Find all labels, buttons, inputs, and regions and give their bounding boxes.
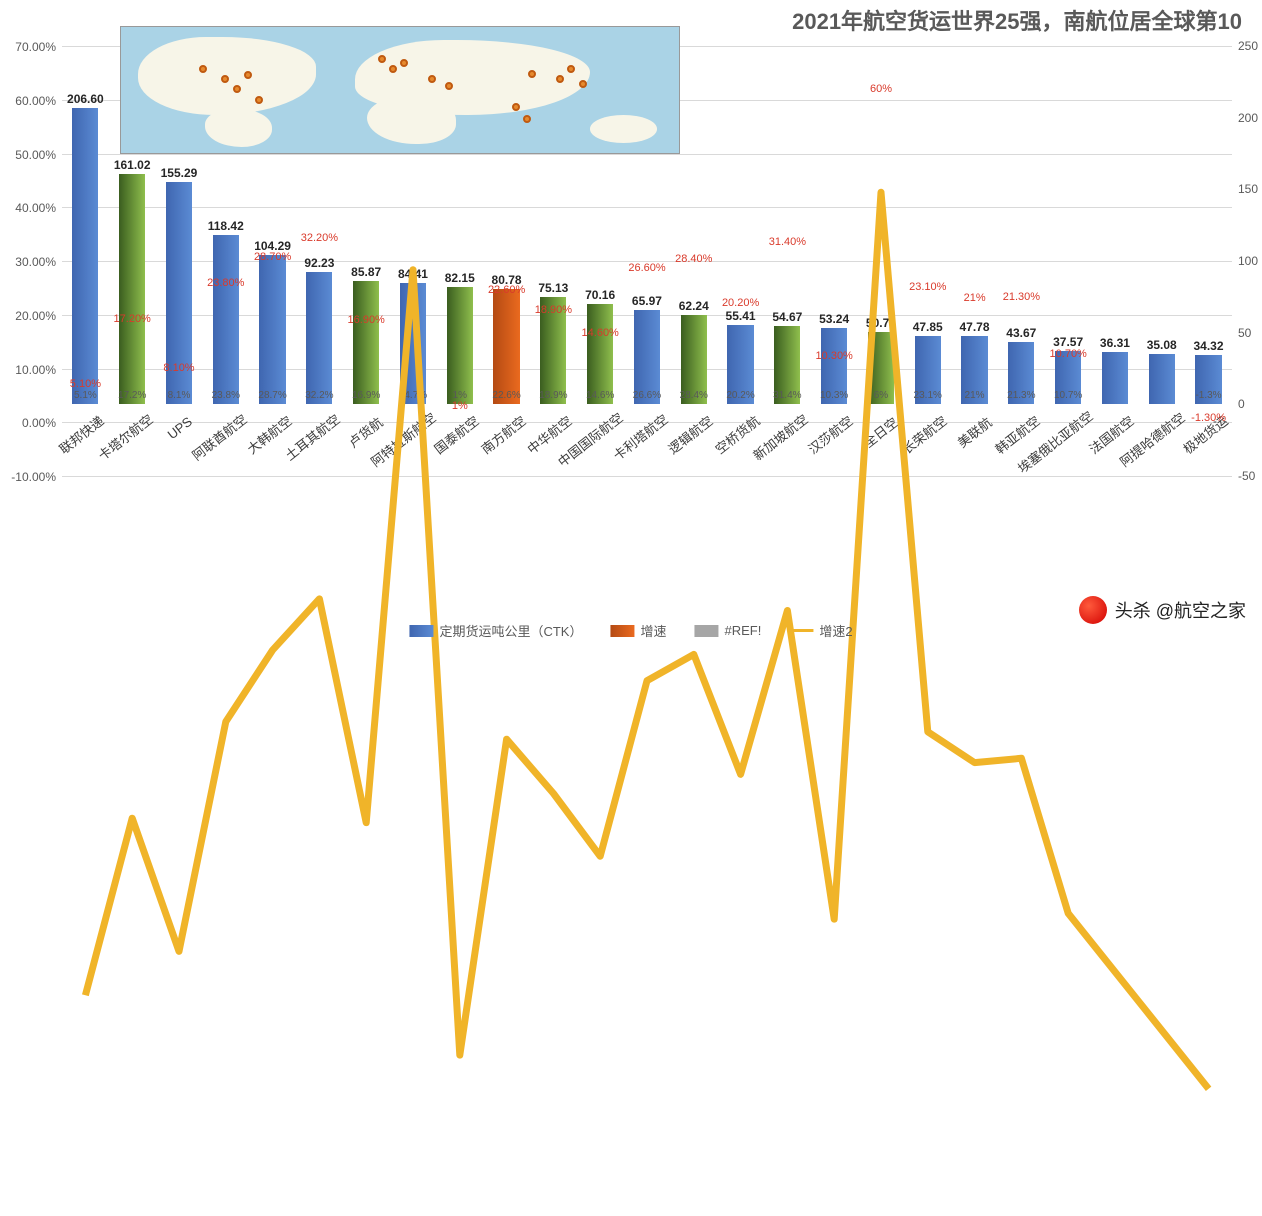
legend-label: 定期货运吨公里（CTK）: [439, 621, 582, 640]
growth-pct-label: 17.20%: [114, 313, 151, 325]
inset-world-map: [120, 26, 680, 154]
growth-pct-label: 22.60%: [488, 284, 525, 296]
growth-pct-label: 20.20%: [722, 297, 759, 309]
growth-pct-label: 23.80%: [207, 278, 244, 290]
growth-pct-label: 60%: [870, 83, 892, 95]
growth-pct-label: 21.30%: [1003, 291, 1040, 303]
legend-label: 增速2: [819, 621, 852, 640]
growth-pct-label: 23.10%: [909, 281, 946, 293]
y-left-tick: 70.00%: [15, 40, 56, 54]
growth-pct-label: 31.40%: [769, 237, 806, 249]
growth-pct-label: 1%: [452, 400, 468, 412]
y-right-tick: -50: [1238, 469, 1255, 483]
growth-pct-label: 32.20%: [301, 232, 338, 244]
legend-swatch: [694, 625, 718, 637]
growth-pct-label: 21%: [964, 293, 986, 305]
legend-label: 增速: [640, 621, 666, 640]
legend-item: #REF!: [694, 623, 761, 638]
footer-icon: [1079, 596, 1107, 624]
growth-pct-label: -1.30%: [1191, 412, 1226, 424]
growth-pct-label: 10.70%: [1050, 348, 1087, 360]
y-left-tick: 40.00%: [15, 201, 56, 215]
y-right-tick: 150: [1238, 182, 1258, 196]
y-left-tick: 0.00%: [22, 416, 56, 430]
growth-pct-label: 10.30%: [816, 350, 853, 362]
y-right-tick: 0: [1238, 397, 1245, 411]
growth-pct-label: 18.90%: [535, 304, 572, 316]
growth-pct-label: 8.10%: [163, 362, 194, 374]
legend-item: 增速2: [789, 621, 852, 640]
y-right-tick: 100: [1238, 254, 1258, 268]
growth-pct-label: 28.70%: [254, 251, 291, 263]
growth-pct-label: 26.60%: [628, 262, 665, 274]
y-left-tick: 10.00%: [15, 363, 56, 377]
growth-pct-label: 28.40%: [675, 253, 712, 265]
y-right-tick: 50: [1238, 326, 1251, 340]
growth-pct-label: 5.10%: [70, 378, 101, 390]
y-left-tick: 60.00%: [15, 94, 56, 108]
legend-swatch: [610, 625, 634, 637]
y-left-tick: 30.00%: [15, 255, 56, 269]
y-left-tick: 50.00%: [15, 148, 56, 162]
legend-swatch: [789, 629, 813, 632]
legend-item: 定期货运吨公里（CTK）: [409, 621, 582, 640]
footer-text: 头杀 @航空之家: [1115, 597, 1246, 623]
y-right-tick: 200: [1238, 111, 1258, 125]
gridline: -10.00%: [62, 476, 1232, 477]
chart-legend: 定期货运吨公里（CTK） 增速 #REF! 增速2: [409, 621, 852, 640]
legend-item: 增速: [610, 621, 666, 640]
y-left-tick: -10.00%: [11, 470, 56, 484]
legend-label: #REF!: [724, 623, 761, 638]
growth-pct-label: 14.60%: [582, 327, 619, 339]
legend-swatch: [409, 625, 433, 637]
footer-attribution: 头杀 @航空之家: [1079, 596, 1246, 624]
growth-pct-label: 16.90%: [348, 315, 385, 327]
y-left-tick: 20.00%: [15, 309, 56, 323]
y-right-tick: 250: [1238, 39, 1258, 53]
